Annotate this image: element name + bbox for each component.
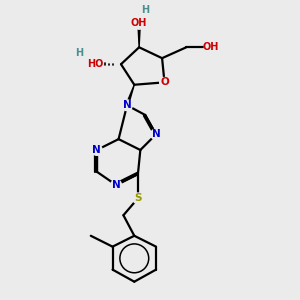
Text: OH: OH (131, 18, 147, 28)
Circle shape (204, 41, 217, 53)
Circle shape (133, 17, 145, 29)
Text: N: N (152, 129, 161, 139)
Text: N: N (123, 100, 131, 110)
Circle shape (133, 193, 143, 204)
Text: S: S (134, 193, 142, 203)
Circle shape (88, 57, 103, 71)
Circle shape (92, 145, 102, 155)
Text: O: O (160, 77, 169, 87)
Text: N: N (112, 180, 121, 190)
Text: H: H (75, 48, 83, 58)
Circle shape (160, 77, 169, 87)
Polygon shape (138, 23, 140, 47)
Circle shape (151, 129, 161, 140)
Text: H: H (141, 5, 149, 15)
Text: OH: OH (202, 42, 219, 52)
Text: N: N (92, 145, 101, 155)
Polygon shape (126, 85, 134, 106)
Text: HO: HO (87, 59, 104, 69)
Circle shape (122, 100, 132, 111)
Circle shape (111, 180, 122, 190)
